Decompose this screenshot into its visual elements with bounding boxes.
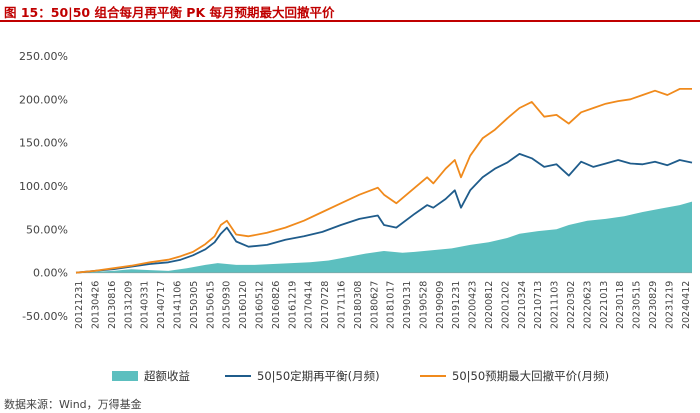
- x-tick-label: 20140331: [140, 281, 151, 329]
- source-note: 数据来源：Wind，万得基金: [4, 398, 142, 411]
- legend-item-excess: 超额收益: [112, 368, 190, 384]
- x-tick-label: 20141106: [172, 281, 183, 329]
- x-tick-label: 20190131: [402, 281, 413, 329]
- x-tick-label: 20171116: [336, 281, 347, 329]
- x-tick-label: 20140717: [156, 281, 167, 329]
- y-tick-label: 100.00%: [19, 180, 68, 193]
- series-line-drawdown-parity: [75, 88, 692, 274]
- x-tick-label: 20220623: [582, 281, 593, 329]
- legend-swatch-rebalance: [225, 375, 251, 377]
- x-tick-label: 20121231: [74, 281, 85, 329]
- x-tick-label: 20180627: [369, 281, 380, 329]
- legend-label-rebalance: 50|50定期再平衡(月频): [257, 369, 380, 383]
- y-tick-label: 150.00%: [19, 137, 68, 150]
- x-tick-label: 20180308: [353, 281, 364, 329]
- x-tick-label: 20161219: [287, 281, 298, 329]
- title-bar: 图 15：50|50 组合每月再平衡 PK 每月预期最大回撤平价: [0, 0, 700, 22]
- x-tick-label: 20191231: [451, 281, 462, 329]
- x-tick-label: 20181017: [386, 281, 397, 329]
- x-tick-label: 20210713: [533, 281, 544, 329]
- x-tick-label: 20160826: [271, 281, 282, 329]
- figure-title: 图 15：50|50 组合每月再平衡 PK 每月预期最大回撤平价: [4, 5, 335, 20]
- legend-swatch-drawdown-parity: [420, 375, 446, 377]
- legend-swatch-excess: [112, 371, 138, 381]
- y-tick-label: 200.00%: [19, 93, 68, 106]
- x-tick-label: 20230118: [615, 281, 626, 329]
- y-tick-label: 50.00%: [26, 223, 68, 236]
- x-tick-label: 20150305: [189, 281, 200, 329]
- legend-label-excess: 超额收益: [144, 369, 190, 383]
- legend-item-rebalance: 50|50定期再平衡(月频): [225, 368, 380, 384]
- legend: 超额收益 50|50定期再平衡(月频) 50|50预期最大回撤平价(月频): [0, 368, 700, 388]
- x-tick-label: 20190909: [435, 281, 446, 329]
- x-tick-label: 20170728: [320, 281, 331, 329]
- x-tick-label: 20211103: [550, 281, 561, 329]
- x-tick-label: 20220302: [566, 281, 577, 329]
- x-tick-label: 20130426: [90, 281, 101, 329]
- x-tick-label: 20200423: [468, 281, 479, 329]
- x-tick-label: 20160120: [238, 281, 249, 329]
- x-tick-label: 20170414: [304, 281, 315, 329]
- x-tick-label: 20130816: [107, 281, 118, 329]
- x-tick-label: 20210324: [517, 281, 528, 329]
- x-tick-label: 20150615: [205, 281, 216, 329]
- x-tick-label: 20221013: [599, 281, 610, 329]
- x-tick-label: 20160512: [254, 281, 265, 329]
- x-tick-label: 20150930: [222, 281, 233, 329]
- x-tick-label: 20230829: [648, 281, 659, 329]
- y-tick-label: 250.00%: [19, 50, 68, 63]
- x-tick-label: 20230515: [632, 281, 643, 329]
- y-tick-label: -50.00%: [22, 310, 68, 323]
- x-tick-label: 20240412: [681, 281, 692, 329]
- x-tick-label: 20231219: [664, 281, 675, 329]
- x-tick-label: 20131209: [123, 281, 134, 329]
- series-line-rebalance: [75, 153, 693, 274]
- x-tick-label: 20200812: [484, 281, 495, 329]
- x-tick-label: 20190528: [418, 281, 429, 329]
- legend-item-drawdown-parity: 50|50预期最大回撤平价(月频): [420, 368, 609, 384]
- x-tick-label: 20201202: [500, 281, 511, 329]
- legend-label-drawdown-parity: 50|50预期最大回撤平价(月频): [452, 369, 610, 383]
- chart: -50.00% 0.00% 50.00% 100.00% 150.00% 200.00% 2…: [19, 50, 693, 329]
- y-tick-label: 0.00%: [33, 267, 68, 280]
- series-area-excess: [76, 201, 692, 273]
